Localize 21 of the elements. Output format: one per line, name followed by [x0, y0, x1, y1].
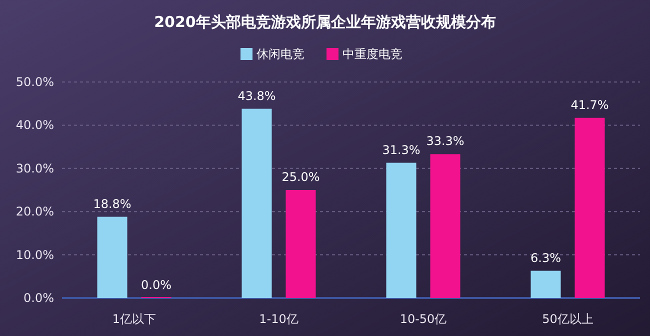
data-label: 33.3% [426, 134, 464, 148]
y-tick-label: 20.0% [16, 204, 54, 219]
data-label: 41.7% [570, 98, 609, 112]
x-tick-label: 10-50亿 [400, 312, 447, 326]
data-label: 6.3% [530, 250, 561, 265]
y-tick-label: 0.0% [24, 291, 54, 305]
data-label: 31.3% [382, 142, 420, 157]
data-label: 43.8% [238, 88, 276, 103]
legend-label: 中重度电竞 [342, 47, 402, 61]
x-tick-label: 1亿以下 [112, 312, 156, 326]
x-tick-label: 1-10亿 [259, 312, 298, 326]
data-label: 0.0% [141, 278, 172, 292]
chart-title: 2020年头部电竞游戏所属企业年游戏营收规模分布 [154, 13, 496, 31]
x-tick-label: 50亿以上 [542, 312, 594, 326]
data-label: 18.8% [93, 196, 132, 211]
y-tick-label: 30.0% [16, 161, 54, 176]
y-tick-label: 10.0% [16, 248, 54, 262]
legend-label: 休闲电竞 [256, 47, 304, 61]
y-tick-label: 40.0% [16, 118, 54, 132]
y-tick-label: 50.0% [16, 75, 54, 89]
data-label: 25.0% [282, 170, 320, 184]
